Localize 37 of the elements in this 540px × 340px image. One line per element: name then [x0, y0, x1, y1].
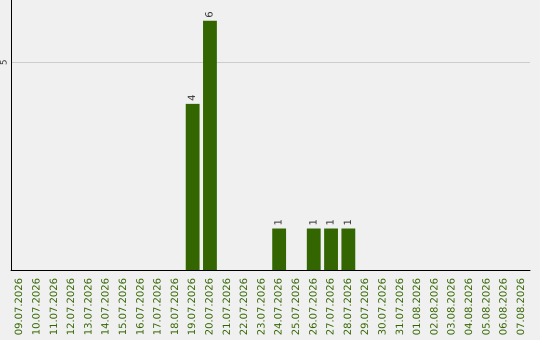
data-label: 6	[204, 11, 216, 18]
x-tick-label: 25.07.2026	[290, 278, 302, 336]
x-tick-label: 01.08.2026	[412, 278, 424, 336]
x-tick-label: 18.07.2026	[170, 278, 181, 336]
data-label: 1	[326, 219, 337, 226]
x-tick-label: 29.07.2026	[360, 278, 372, 336]
x-tick-label: 14.07.2026	[100, 278, 112, 336]
x-tick-label: 27.07.2026	[326, 278, 337, 336]
data-label: 1	[342, 219, 354, 226]
x-tick-label: 31.07.2026	[394, 278, 406, 336]
x-tick-label: 04.08.2026	[464, 278, 475, 336]
x-tick-label: 19.07.2026	[187, 278, 198, 336]
x-tick-label: 07.08.2026	[516, 278, 527, 336]
y-tick-label: 5	[0, 59, 10, 66]
x-tick-label: 10.07.2026	[31, 278, 42, 336]
x-tick-label: 11.07.2026	[48, 278, 60, 336]
data-label: 4	[187, 94, 198, 101]
x-tick-label: 13.07.2026	[83, 278, 94, 336]
data-label: 1	[308, 219, 320, 226]
x-tick-label: 22.07.2026	[239, 278, 250, 336]
x-tick-label: 17.07.2026	[152, 278, 164, 336]
x-tick-label: 15.07.2026	[118, 278, 129, 336]
x-tick-label: 28.07.2026	[342, 278, 354, 336]
x-tick-label: 21.07.2026	[222, 278, 233, 336]
x-tick-label: 06.08.2026	[498, 278, 510, 336]
data-label: 1	[274, 219, 285, 226]
x-tick-label: 12.07.2026	[66, 278, 78, 336]
x-tick-label: 05.08.2026	[481, 278, 492, 336]
x-tick-label: 24.07.2026	[274, 278, 285, 336]
x-tick-label: 26.07.2026	[308, 278, 320, 336]
x-tick-label: 20.07.2026	[204, 278, 216, 336]
x-tick-label: 16.07.2026	[135, 278, 146, 336]
x-tick-label: 23.07.2026	[256, 278, 268, 336]
x-tick-label: 30.07.2026	[377, 278, 388, 336]
x-tick-label: 09.07.2026	[14, 278, 26, 336]
x-tick-label: 03.08.2026	[446, 278, 458, 336]
x-tick-label: 02.08.2026	[429, 278, 440, 336]
